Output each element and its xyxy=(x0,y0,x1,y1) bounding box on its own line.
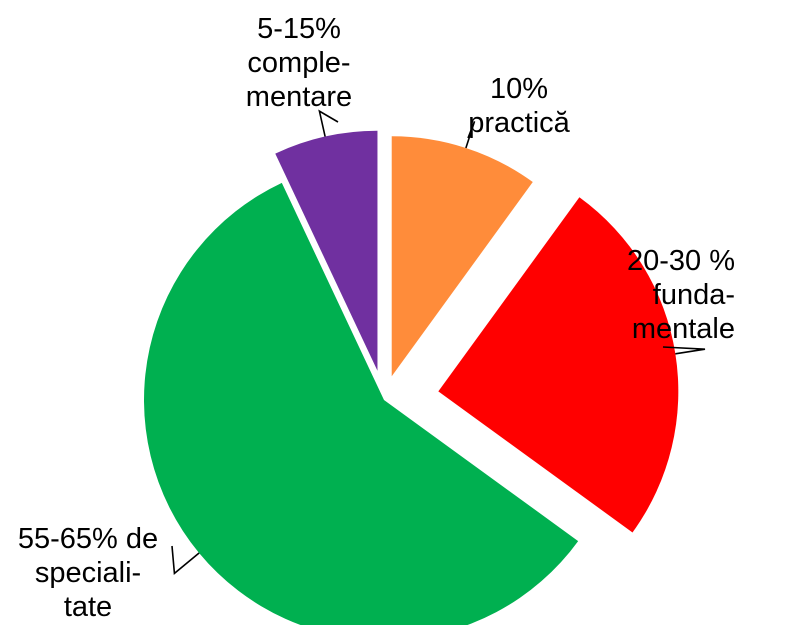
leader-line-1 xyxy=(662,346,706,355)
slice-label-line: 20-30 % xyxy=(627,245,735,277)
slice-label-2: 55-65% de speciali-tate xyxy=(18,523,158,623)
slice-label-0: 10% practică xyxy=(468,73,570,139)
pie-slice-3 xyxy=(275,130,378,371)
slice-label-line: 10% xyxy=(490,73,548,105)
leader-line-3 xyxy=(318,109,339,137)
slice-label-line: 55-65% de xyxy=(18,523,158,555)
slice-label-line: mentare xyxy=(246,81,352,113)
slice-label-line: mentale xyxy=(632,313,735,345)
slice-label-line: speciali- xyxy=(35,557,141,589)
slice-label-3: 5-15% comple-mentare xyxy=(246,13,352,113)
slice-label-line: comple- xyxy=(247,47,350,79)
slice-label-line: 5-15% xyxy=(257,13,341,45)
leader-line-0 xyxy=(465,121,476,149)
slice-label-1: 20-30 % funda-mentale xyxy=(627,245,735,345)
pie-slice-2 xyxy=(144,182,579,625)
pie-slice-0 xyxy=(391,136,533,377)
pie-slice-1 xyxy=(438,197,679,533)
slice-label-line: practică xyxy=(468,107,570,139)
slice-label-line: funda- xyxy=(653,279,735,311)
slice-label-line: tate xyxy=(64,591,112,623)
leader-line-2 xyxy=(171,545,200,575)
